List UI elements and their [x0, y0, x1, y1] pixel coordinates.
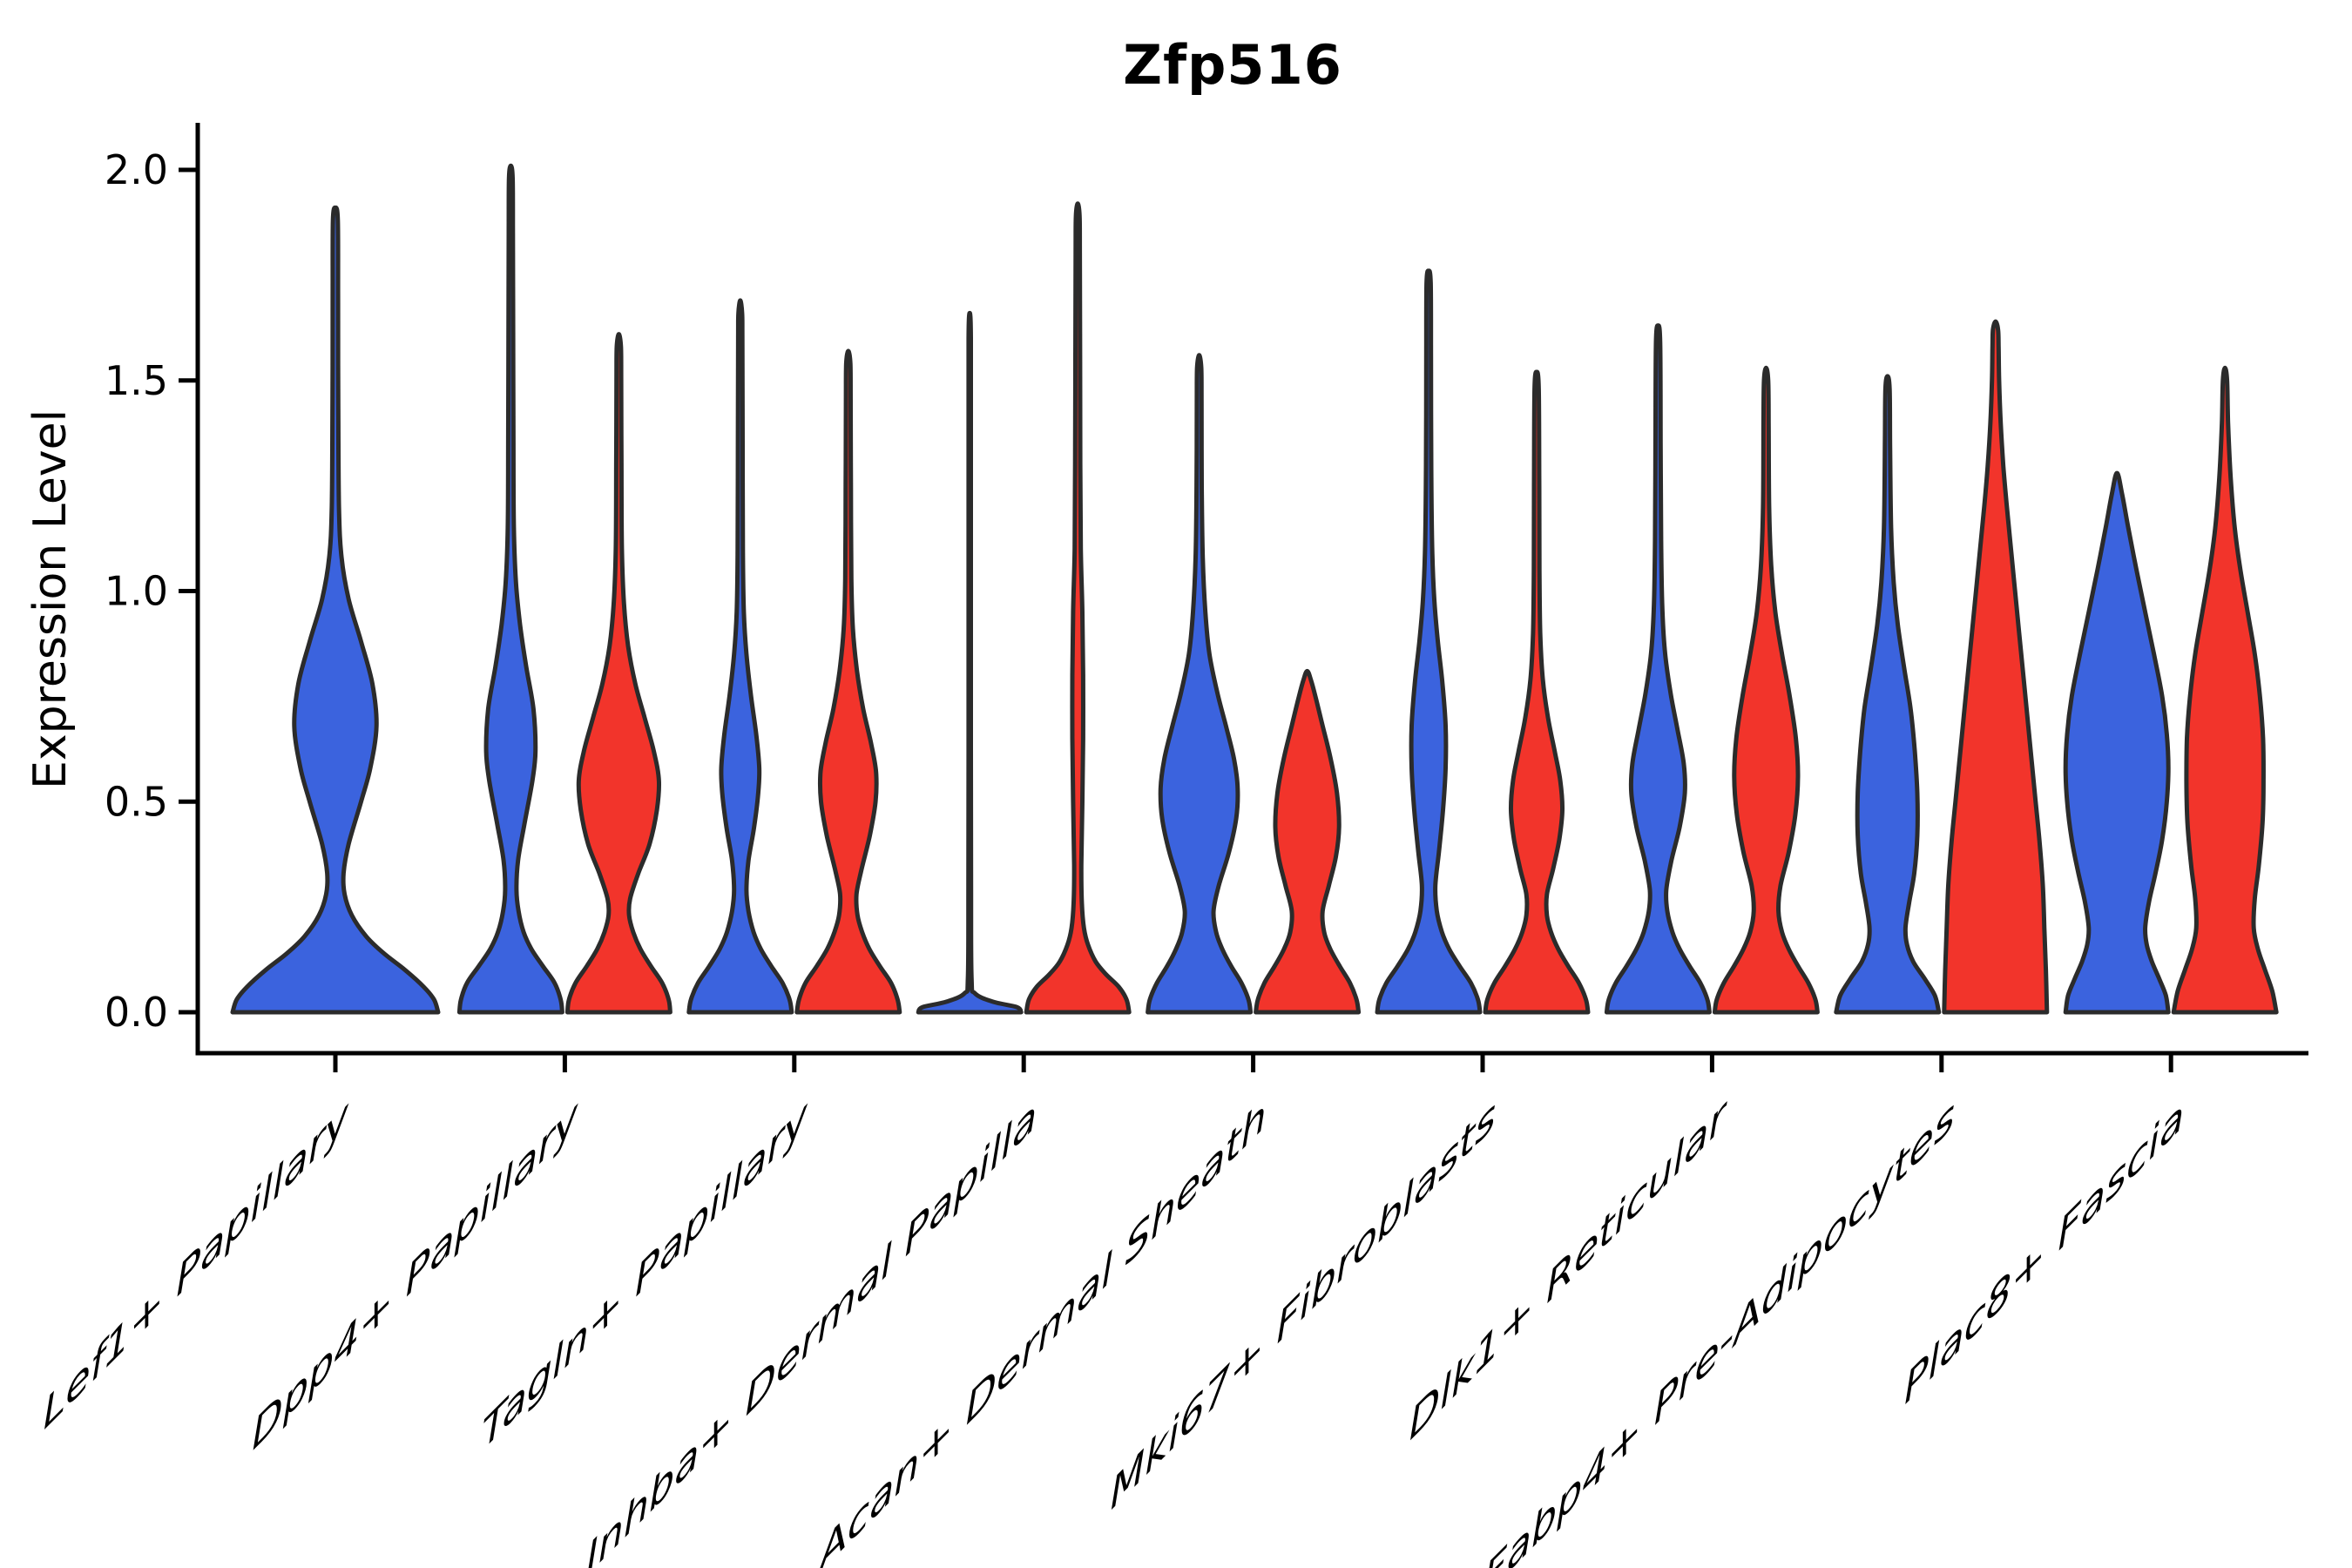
y-tick-label: 0.5 — [105, 778, 168, 825]
y-tick-label: 1.5 — [105, 357, 168, 404]
x-tick-label-acan-dermal-sheath: Acan+ Dermal Sheath — [818, 1089, 1267, 1568]
y-tick-label: 1.0 — [105, 568, 168, 615]
y-tick-label: 2.0 — [105, 146, 168, 193]
violin-dpp4-papillary-condition-2 — [564, 332, 672, 1015]
violin-tagln-papillary-condition-2 — [794, 348, 902, 1015]
violin-inhba-dermal-papilla-condition-1 — [916, 310, 1024, 1015]
violin-mki67-fibroblasts-condition-1 — [1375, 268, 1483, 1015]
x-tick-label-mki67-fibroblasts: Mki67+ Fibroblasts — [1111, 1089, 1496, 1520]
violin-mki67-fibroblasts-condition-2 — [1483, 369, 1591, 1015]
violin-acan-dermal-sheath-condition-2 — [1254, 668, 1362, 1015]
violin-fabp4-pre-adipocytes-condition-1 — [1834, 374, 1942, 1015]
violin-fabp4-pre-adipocytes-condition-2 — [1942, 319, 2050, 1015]
violin-acan-dermal-sheath-condition-1 — [1146, 353, 1254, 1015]
y-tick-label: 0.0 — [105, 989, 168, 1036]
violin-plac8-fascia-condition-1 — [2063, 470, 2171, 1015]
violin-dlk1-reticular-condition-1 — [1604, 323, 1712, 1015]
violin-lef1-papillary-condition-1 — [230, 205, 441, 1015]
chart-title: Zfp516 — [1123, 33, 1342, 97]
violin-dpp4-papillary-condition-1 — [456, 163, 564, 1015]
violin-dlk1-reticular-condition-2 — [1712, 365, 1820, 1015]
violin-inhba-dermal-papilla-condition-2 — [1024, 201, 1132, 1015]
violin-tagln-papillary-condition-1 — [686, 298, 794, 1015]
x-tick-label-inhba-dermal-papilla: Inhba+ Dermal Papilla — [586, 1089, 1037, 1568]
x-tick-label-fabp4-pre-adipocytes: Fabp4+ Pre-Adipocytes — [1484, 1089, 1955, 1568]
violin-plac8-fascia-condition-2 — [2171, 365, 2279, 1015]
